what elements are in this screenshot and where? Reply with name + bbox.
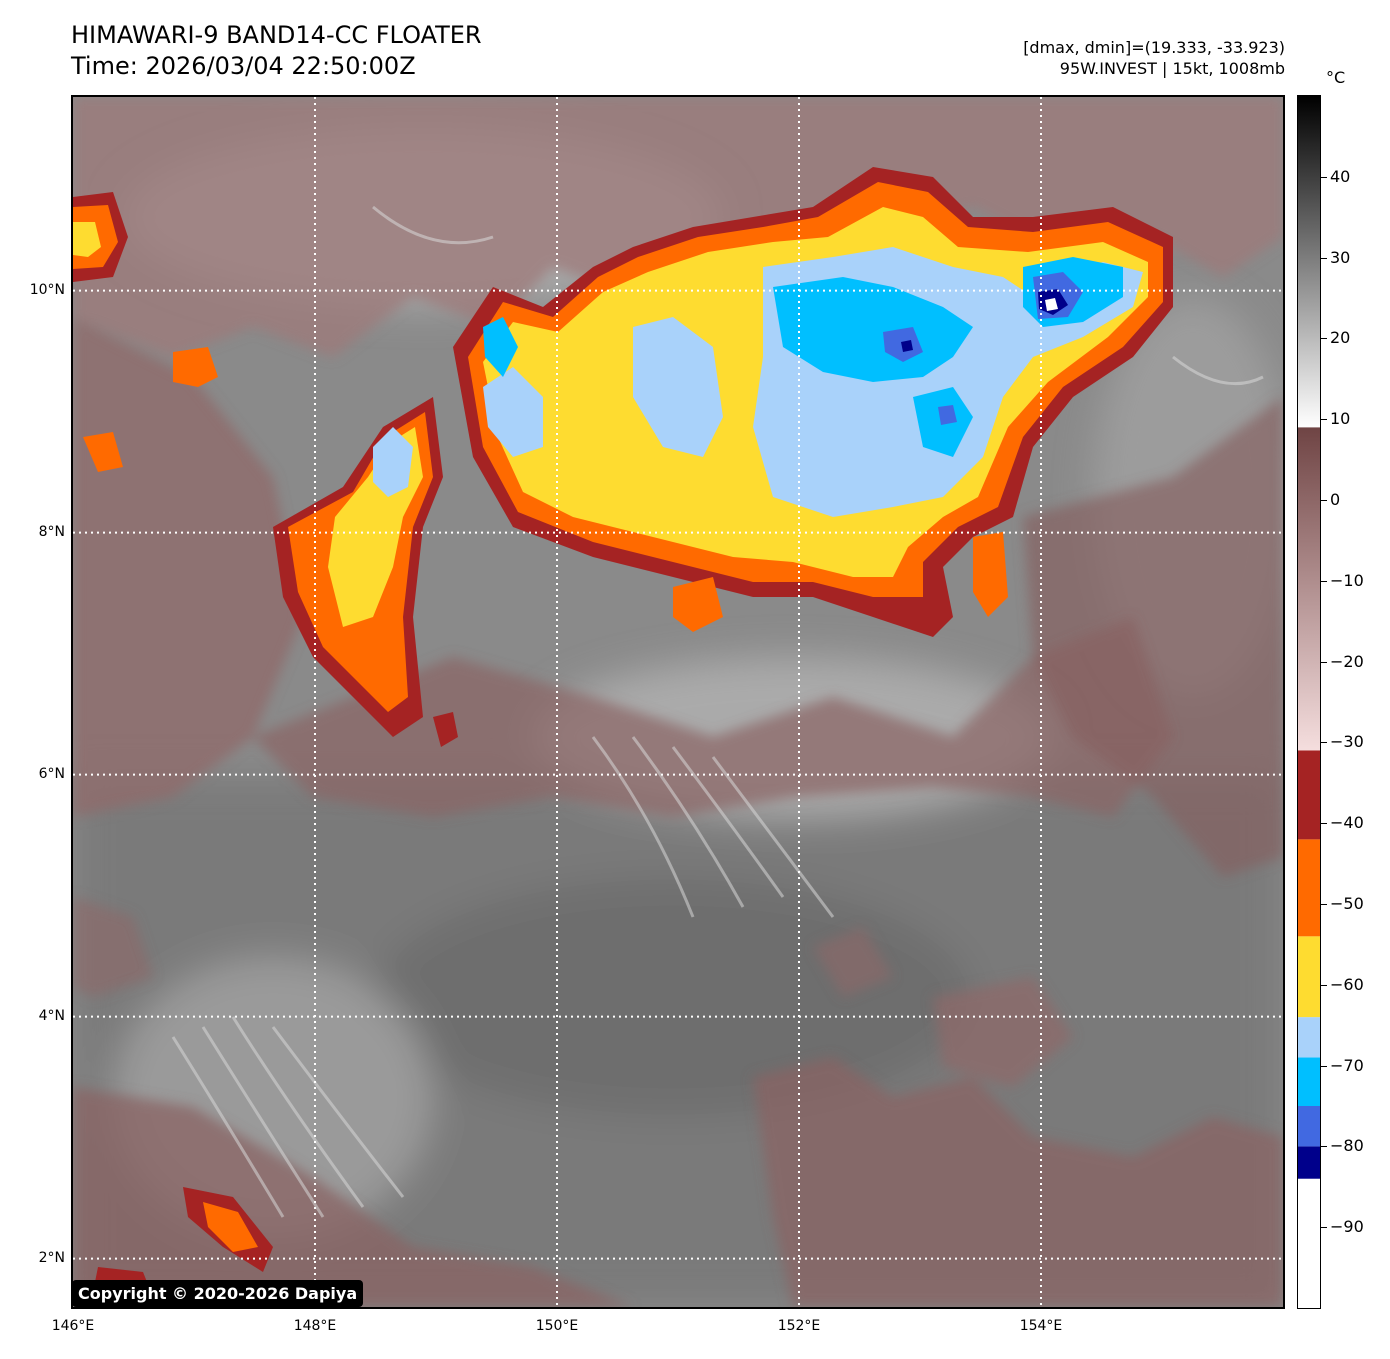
colorbar-tick [1321, 1146, 1327, 1148]
colorbar-segment [1298, 1178, 1320, 1308]
colorbar-tick-label: −60 [1330, 974, 1364, 994]
colorbar-tick [1321, 500, 1327, 501]
colorbar-tick-label: 20 [1330, 328, 1351, 348]
colorbar-segment [1298, 936, 1320, 1018]
title-line-2: Time: 2026/03/04 22:50:00Z [71, 52, 416, 80]
colorbar-tick [1321, 1227, 1327, 1229]
colorbar [1297, 95, 1321, 1309]
satellite-map [71, 95, 1285, 1309]
colorbar-tick [1321, 742, 1327, 744]
colorbar-tick-label: −80 [1330, 1136, 1364, 1156]
colorbar-tick [1321, 176, 1327, 178]
colorbar-gradient-segment [1298, 96, 1320, 428]
colorbar-tick [1321, 1065, 1327, 1067]
latitude-label: 2°N [38, 1249, 65, 1266]
colorbar-segment [1298, 1017, 1320, 1058]
dmax-dmin-text: [dmax, dmin]=(19.333, -33.923) [1023, 38, 1285, 57]
colorbar-tick-label: 0 [1330, 490, 1341, 509]
copyright-badge: Copyright © 2020-2026 Dapiya [72, 1280, 364, 1307]
colorbar-tick [1321, 823, 1327, 825]
colorbar-tick-label: 40 [1330, 166, 1351, 186]
colorbar-tick [1321, 419, 1327, 421]
colorbar-tick-label: −20 [1330, 651, 1364, 671]
longitude-label: 146°E [51, 1318, 95, 1334]
longitude-label: 150°E [535, 1318, 579, 1334]
colorbar-unit: °C [1326, 68, 1346, 87]
latitude-label: 4°N [38, 1007, 65, 1024]
colorbar-tick [1321, 257, 1327, 259]
colorbar-segment [1298, 750, 1320, 840]
latitude-label: 6°N [38, 765, 65, 782]
storm-info-text: 95W.INVEST | 15kt, 1008mb [1059, 59, 1285, 78]
latitude-label: 8°N [38, 523, 65, 540]
colorbar-tick [1321, 580, 1327, 582]
colorbar-tick [1321, 984, 1327, 986]
latitude-label: 10°N [29, 281, 65, 298]
colorbar-segment [1298, 1146, 1320, 1179]
colorbar-tick-label: −10 [1330, 570, 1364, 590]
title-line-1: HIMAWARI-9 BAND14-CC FLOATER [71, 21, 482, 49]
colorbar-tick-label: −40 [1330, 813, 1364, 833]
colorbar-tick [1321, 904, 1327, 905]
colorbar-segment [1298, 839, 1320, 937]
colorbar-segment [1298, 1106, 1320, 1147]
longitude-label: 154°E [1019, 1318, 1063, 1334]
colorbar-tick-label: 10 [1330, 409, 1351, 429]
colorbar-tick-label: −50 [1330, 894, 1364, 913]
colorbar-tick-label: −30 [1330, 732, 1364, 752]
colorbar-tick-label: −70 [1330, 1055, 1364, 1075]
colorbar-segment [1298, 1057, 1320, 1106]
longitude-label: 152°E [777, 1318, 821, 1334]
colorbar-tick-label: 30 [1330, 247, 1351, 267]
satellite-imagery [73, 97, 1283, 1307]
colorbar-gradient-segment [1298, 427, 1320, 751]
colorbar-tick-label: −90 [1330, 1217, 1364, 1237]
colorbar-tick [1321, 338, 1327, 340]
longitude-label: 148°E [293, 1318, 337, 1334]
colorbar-tick [1321, 661, 1327, 663]
colorbar-scale [1298, 96, 1320, 1308]
